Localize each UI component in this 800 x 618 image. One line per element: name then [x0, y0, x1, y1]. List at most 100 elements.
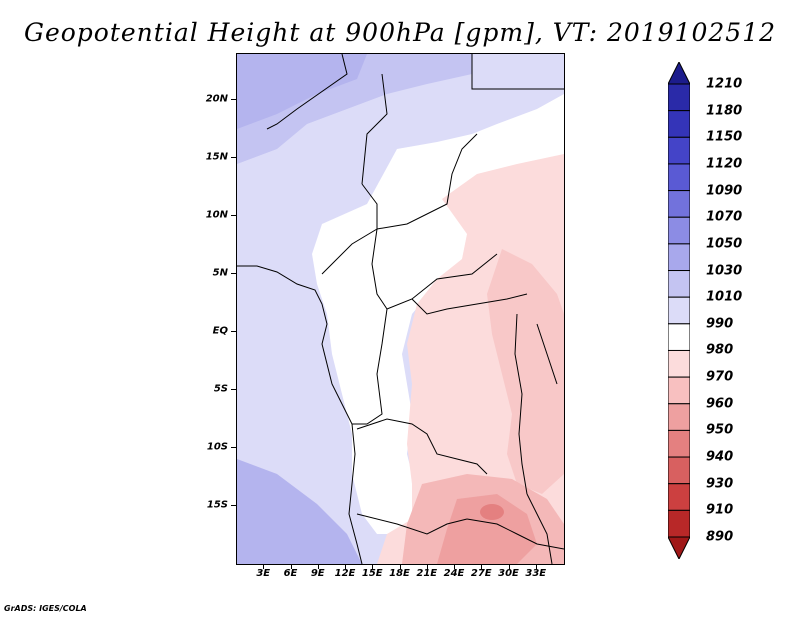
lon-tick-label: 3E: [256, 568, 271, 579]
lon-tick-label: 15E: [361, 568, 383, 579]
field-pink-medium: [487, 249, 564, 494]
colorbar: [668, 62, 690, 559]
lat-tick-label: 5N: [212, 267, 228, 279]
lat-tick-label: 10S: [206, 441, 228, 453]
colorbar-level-label: 910: [706, 502, 734, 518]
colorbar-swatch: [668, 110, 690, 138]
colorbar-swatch: [668, 296, 690, 325]
lat-tick-label: 20N: [205, 93, 228, 105]
lat-tick-mark: [231, 331, 236, 333]
lat-tick-mark: [231, 447, 236, 449]
colorbar-swatch: [668, 216, 690, 245]
colorbar-level-label: 970: [706, 369, 734, 385]
border-chad-west: [321, 183, 378, 275]
lat-tick-mark: [231, 505, 236, 507]
border-north-1: [266, 54, 348, 130]
border-drc-north: [411, 293, 528, 315]
lon-tick-mark: [426, 564, 428, 569]
lat-tick-mark: [231, 215, 236, 217]
colorbar-swatch: [668, 349, 690, 378]
colorbar-swatch: [668, 136, 690, 165]
lat-tick-label: 15S: [206, 499, 228, 511]
colorbar-swatch: [668, 270, 690, 298]
field-blue-north-dark: [237, 54, 367, 129]
lon-tick-mark: [345, 564, 346, 569]
colorbar-level-label: 1120: [706, 156, 743, 172]
lon-tick-mark: [535, 564, 537, 569]
lat-tick-mark: [231, 389, 236, 391]
colorbar-top-arrow: [668, 62, 690, 85]
colorbar-level-label: 930: [706, 476, 734, 492]
lon-tick-label: 27E: [470, 568, 492, 579]
lon-tick-label: 9E: [310, 568, 325, 579]
lon-tick-label: 18E: [389, 568, 410, 579]
colorbar-level-label: 1180: [706, 103, 743, 119]
colorbar-bottom-arrow: [668, 536, 690, 559]
colorbar-level-label: 1210: [706, 76, 743, 92]
lon-tick-label: 24E: [443, 568, 465, 579]
colorbar-level-label: 1150: [706, 129, 743, 145]
field-blue-southwest: [237, 459, 362, 564]
border-congo: [352, 308, 388, 425]
colorbar-swatch: [668, 456, 690, 485]
colorbar-level-label: 1030: [706, 263, 743, 279]
lat-tick-label: 5S: [213, 383, 228, 395]
chart-title: Geopotential Height at 900hPa [gpm], VT:…: [23, 18, 777, 47]
colorbar-swatch: [668, 509, 690, 538]
lat-tick-label: 10N: [205, 209, 228, 221]
colorbar-level-label: 980: [706, 342, 734, 358]
border-malawi: [526, 493, 553, 564]
lon-tick-mark: [399, 564, 401, 569]
lat-tick-label: 15N: [205, 151, 228, 163]
lon-tick-mark: [317, 564, 319, 569]
colorbar-swatch: [668, 403, 690, 431]
field-map: [237, 54, 564, 564]
lon-tick-mark: [290, 564, 292, 569]
coastlines-borders: [237, 54, 564, 564]
colorbar-level-label: 890: [706, 529, 734, 545]
lon-tick-mark: [263, 564, 265, 569]
border-lakes-west: [514, 313, 528, 495]
border-angola-south: [356, 513, 468, 535]
colorbar-swatch: [668, 243, 690, 272]
map-frame: [236, 53, 565, 565]
colorbar-level-label: 940: [706, 449, 734, 465]
border-zambia: [466, 518, 564, 550]
colorbar-level-label: 950: [706, 422, 734, 438]
lat-tick-mark: [231, 99, 236, 101]
border-north-3: [471, 54, 564, 90]
colorbar-swatch: [668, 429, 690, 458]
colorbar-level-label: 1070: [706, 209, 743, 225]
lat-tick-label: EQ: [212, 325, 228, 337]
lon-tick-mark: [481, 564, 483, 569]
border-car: [371, 228, 498, 310]
border-north-2: [361, 73, 388, 185]
lon-tick-label: 12E: [334, 568, 356, 579]
lon-tick-label: 21E: [416, 568, 438, 579]
colorbar-level-label: 1090: [706, 183, 743, 199]
lon-tick-label: 30E: [498, 568, 519, 579]
lat-tick-mark: [231, 273, 236, 275]
lon-tick-mark: [454, 564, 455, 569]
colorbar-swatch: [668, 163, 690, 192]
lat-tick-mark: [231, 157, 236, 159]
colorbar-level-label: 990: [706, 316, 734, 332]
lon-tick-label: 6E: [283, 568, 298, 579]
west-coastline: [237, 265, 363, 564]
footer-credit: GrADS: IGES/COLA: [4, 604, 87, 613]
colorbar-swatch: [668, 323, 690, 351]
lon-tick-mark: [508, 564, 510, 569]
border-lakes-east: [536, 323, 558, 385]
colorbar-swatch: [668, 83, 690, 112]
colorbar-level-label: 1010: [706, 289, 743, 305]
colorbar-swatch: [668, 190, 690, 218]
colorbar-swatch: [668, 483, 690, 511]
border-chad-sudan: [376, 133, 478, 230]
colorbar-level-label: 960: [706, 396, 734, 412]
colorbar-level-label: 1050: [706, 236, 743, 252]
lon-tick-label: 33E: [525, 568, 547, 579]
field-pink-core: [480, 504, 504, 520]
lon-tick-mark: [372, 564, 374, 569]
border-angola-drc: [356, 418, 488, 475]
colorbar-swatch: [668, 376, 690, 405]
